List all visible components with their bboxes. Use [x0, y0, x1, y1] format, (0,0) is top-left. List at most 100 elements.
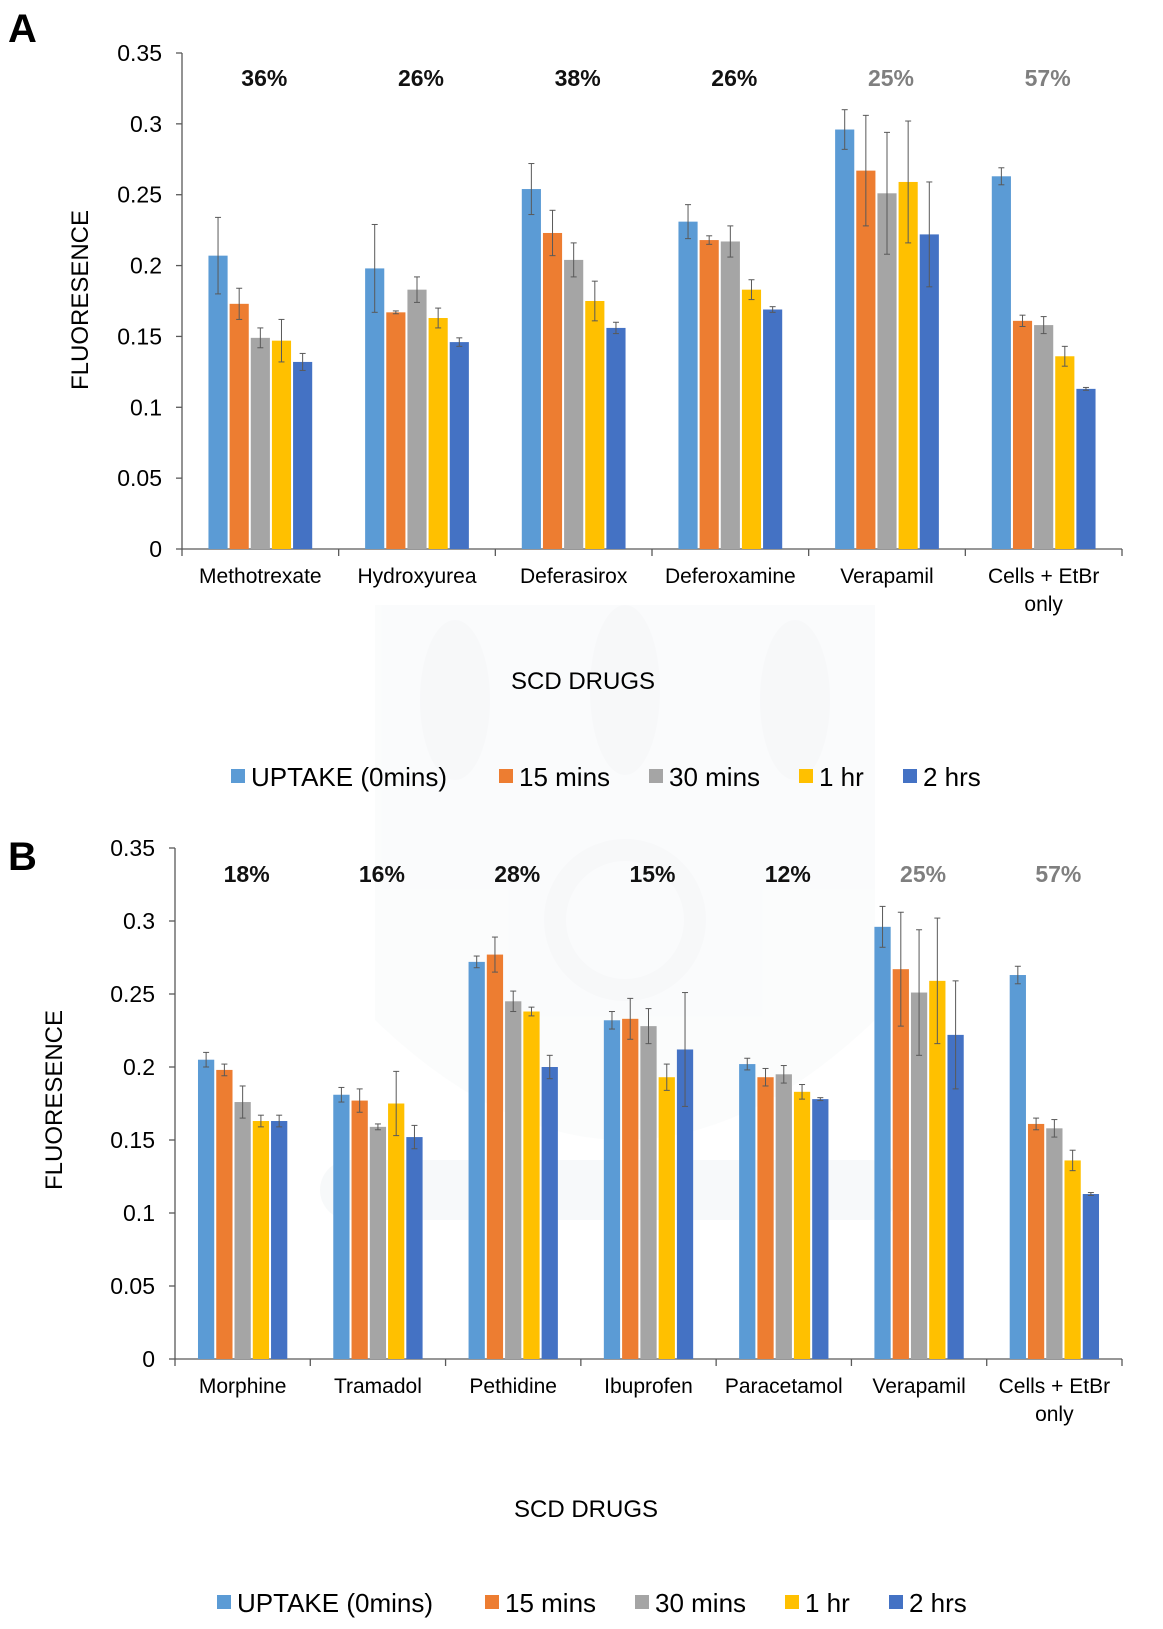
bar [898, 181, 918, 549]
bar [757, 1077, 774, 1359]
bar [1082, 1194, 1100, 1359]
bar [229, 303, 249, 549]
legend-swatch [635, 1595, 649, 1609]
x-tick-label: only [1035, 1403, 1074, 1426]
x-tick-label: Cells + EtBr [999, 1375, 1110, 1398]
bar [678, 221, 698, 549]
bar [1012, 320, 1033, 549]
bar [1055, 356, 1075, 549]
bar [991, 176, 1011, 549]
bar [919, 234, 939, 549]
bar [775, 1074, 792, 1359]
percent-label: 57% [1025, 65, 1071, 91]
y-tick-label: 0.3 [130, 111, 162, 137]
y-axis-title: FLUORESENCE [41, 1010, 68, 1190]
x-axis-title: SCD DRUGS [511, 668, 655, 695]
x-tick-label: Deferoxamine [665, 565, 796, 588]
bar [271, 1121, 288, 1359]
x-tick-label: only [1024, 593, 1063, 616]
y-tick-label: 0.2 [130, 253, 162, 279]
bar [1064, 1160, 1081, 1359]
legend-label: 2 hrs [923, 762, 981, 792]
x-tick-label: Ibuprofen [604, 1375, 693, 1398]
x-tick-label: Hydroxyurea [357, 565, 476, 588]
panel-b-letter: B [8, 835, 37, 879]
percent-label: 26% [711, 65, 757, 91]
percent-label: 26% [398, 65, 444, 91]
percent-label: 12% [765, 861, 811, 887]
bar [741, 289, 762, 549]
bar [856, 170, 876, 549]
bar [406, 1137, 423, 1359]
bar [622, 1018, 639, 1359]
bar [271, 340, 292, 549]
bar [505, 1001, 522, 1359]
bar [1034, 325, 1054, 549]
bar [699, 240, 719, 549]
bar [1076, 388, 1096, 549]
bar [812, 1099, 829, 1359]
bar [929, 980, 946, 1359]
legend-label: 15 mins [519, 762, 610, 792]
bar [877, 193, 897, 549]
percent-label: 36% [241, 65, 287, 91]
y-tick-label: 0.25 [110, 981, 155, 1007]
bar [892, 969, 909, 1359]
bar [793, 1091, 811, 1359]
legend-label: 1 hr [805, 1588, 850, 1618]
bar [1046, 1128, 1063, 1359]
legend-label: 15 mins [505, 1588, 596, 1618]
bar [468, 961, 485, 1359]
bar [585, 301, 605, 549]
legend-swatch [799, 769, 813, 783]
y-axis-title: FLUORESENCE [67, 210, 94, 390]
percent-label: 25% [868, 65, 914, 91]
bar [250, 337, 270, 549]
bar [486, 954, 504, 1359]
bar [676, 1049, 694, 1359]
legend-swatch [649, 769, 663, 783]
bar [763, 309, 783, 549]
bar [351, 1100, 368, 1359]
x-tick-label: Cells + EtBr [988, 565, 1099, 588]
bar [835, 129, 855, 550]
bar [449, 342, 469, 549]
bar [407, 289, 427, 549]
y-tick-label: 0.35 [117, 40, 162, 66]
x-tick-label: Deferasirox [520, 565, 628, 588]
x-tick-label: Pethidine [469, 1375, 557, 1398]
bar [542, 232, 563, 549]
x-tick-label: Methotrexate [199, 565, 322, 588]
legend-label: 2 hrs [909, 1588, 967, 1618]
bar [564, 259, 584, 549]
legend-swatch [485, 1595, 499, 1609]
chart-panel-a: 0 0.05 0.1 0.15 0.2 0.25 0.3 0.35 Methotrexate H… [67, 40, 1123, 792]
bar [658, 1077, 675, 1359]
bar [874, 926, 891, 1359]
y-tick-label: 0.05 [110, 1273, 155, 1299]
bar [640, 1026, 657, 1359]
bar [910, 992, 928, 1359]
legend-label: 30 mins [669, 762, 760, 792]
legend-swatch [785, 1595, 799, 1609]
legend-label: UPTAKE (0mins) [237, 1588, 433, 1618]
y-tick-label: 0.1 [123, 1200, 155, 1226]
bar [603, 1020, 621, 1359]
y-tick-label: 0.35 [110, 835, 155, 861]
bar [1027, 1123, 1045, 1359]
y-tick-label: 0.25 [117, 182, 162, 208]
bar [365, 268, 385, 549]
bar [720, 241, 740, 550]
y-tick-label: 0 [149, 536, 162, 562]
y-tick-label: 0.3 [123, 908, 155, 934]
bar [606, 327, 626, 549]
percent-label: 16% [359, 861, 405, 887]
bar [197, 1059, 215, 1359]
x-tick-label: Tramadol [334, 1375, 422, 1398]
y-tick-label: 0 [142, 1346, 155, 1372]
legend-swatch [889, 1595, 903, 1609]
legend-swatch [231, 769, 245, 783]
x-axis-title: SCD DRUGS [514, 1496, 658, 1523]
legend-swatch [217, 1595, 231, 1609]
